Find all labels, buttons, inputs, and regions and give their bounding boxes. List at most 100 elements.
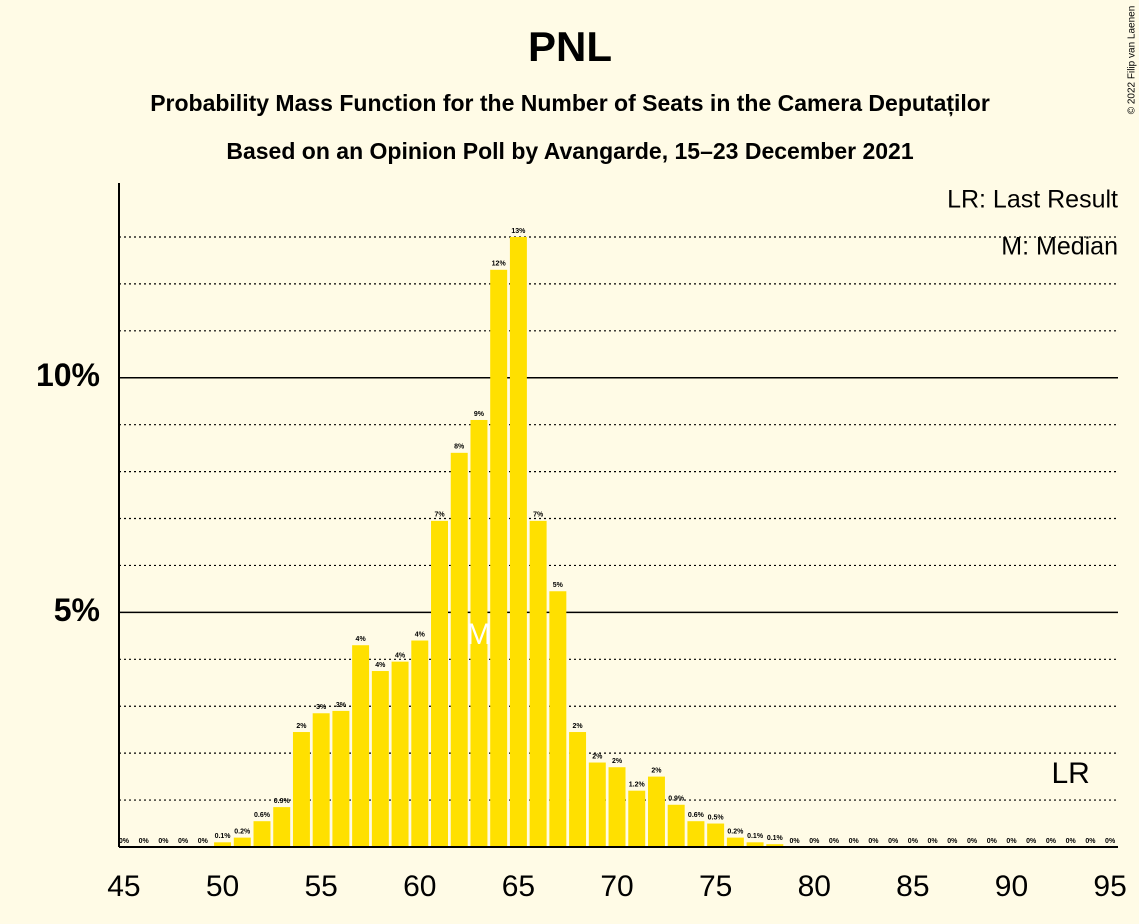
value-label: 0% xyxy=(139,838,150,845)
value-label: 0.6% xyxy=(688,812,705,819)
chart-title: PNL xyxy=(528,23,612,70)
value-label: 4% xyxy=(356,636,367,643)
bar xyxy=(450,452,468,847)
value-label: 0.2% xyxy=(727,828,744,835)
median-marker: M xyxy=(466,618,491,651)
value-label: 2% xyxy=(296,723,307,730)
bar xyxy=(766,844,784,847)
value-label: 0.9% xyxy=(274,798,291,805)
value-label: 0% xyxy=(1085,838,1096,845)
value-label: 0% xyxy=(178,838,189,845)
legend-entry: LR: Last Result xyxy=(947,186,1118,214)
y-tick-label: 5% xyxy=(54,592,100,628)
bar xyxy=(431,520,448,847)
subtitle: Probability Mass Function for the Number… xyxy=(150,90,990,117)
value-label: 0% xyxy=(1105,838,1116,845)
bar xyxy=(371,671,389,847)
value-label: 0% xyxy=(789,838,800,845)
subtitle: Based on an Opinion Poll by Avangarde, 1… xyxy=(226,138,913,164)
y-tick-label: 10% xyxy=(36,357,100,393)
x-tick-label: 90 xyxy=(995,870,1028,903)
value-label: 0% xyxy=(1006,838,1017,845)
value-label: 0.5% xyxy=(708,814,725,821)
value-label: 2% xyxy=(651,767,662,774)
value-label: 7% xyxy=(533,512,544,519)
value-label: 0% xyxy=(849,838,860,845)
bar xyxy=(312,713,330,847)
bar xyxy=(608,767,626,847)
value-label: 0% xyxy=(868,838,879,845)
x-tick-label: 80 xyxy=(798,870,831,903)
value-label: 2% xyxy=(592,753,603,760)
value-label: 0.9% xyxy=(668,796,685,803)
x-tick-label: 65 xyxy=(502,870,535,903)
bar xyxy=(214,842,232,847)
bar xyxy=(332,710,350,847)
last-result-marker: LR xyxy=(1051,757,1089,790)
bar xyxy=(490,269,508,847)
value-label: 0.1% xyxy=(767,835,784,842)
value-label: 0% xyxy=(198,838,209,845)
value-label: 2% xyxy=(573,723,584,730)
x-tick-label: 95 xyxy=(1093,870,1126,903)
bar xyxy=(529,520,547,847)
bar xyxy=(746,842,764,847)
bar xyxy=(647,776,665,847)
bar xyxy=(628,790,646,847)
value-label: 0.1% xyxy=(215,833,232,840)
value-label: 0% xyxy=(987,838,998,845)
bar xyxy=(549,591,567,847)
bar xyxy=(352,645,370,847)
bar xyxy=(411,640,429,847)
bar xyxy=(667,804,685,847)
bar xyxy=(726,837,744,847)
value-label: 0% xyxy=(908,838,919,845)
value-label: 0.2% xyxy=(234,828,251,835)
bar xyxy=(569,732,587,847)
value-label: 8% xyxy=(454,444,465,451)
value-label: 0% xyxy=(967,838,978,845)
value-label: 0% xyxy=(928,838,939,845)
bar xyxy=(253,821,271,847)
bar xyxy=(292,732,310,847)
bar xyxy=(509,236,527,847)
value-label: 0% xyxy=(1066,838,1077,845)
value-label: 0% xyxy=(119,838,130,845)
x-tick-label: 55 xyxy=(304,870,337,903)
value-label: 3% xyxy=(336,702,347,709)
x-tick-label: 60 xyxy=(403,870,436,903)
x-tick-label: 85 xyxy=(896,870,929,903)
value-label: 0% xyxy=(829,838,840,845)
x-tick-label: 70 xyxy=(600,870,633,903)
bar xyxy=(588,762,606,847)
value-label: 4% xyxy=(375,662,386,669)
value-label: 13% xyxy=(511,228,526,235)
bar xyxy=(233,837,251,847)
value-label: 2% xyxy=(612,758,623,765)
value-label: 9% xyxy=(474,411,485,418)
bar xyxy=(470,419,488,847)
value-label: 0.1% xyxy=(747,833,764,840)
bar xyxy=(391,661,409,847)
bar xyxy=(707,823,725,847)
x-tick-label: 75 xyxy=(699,870,732,903)
x-tick-label: 45 xyxy=(107,870,140,903)
value-label: 0% xyxy=(1046,838,1057,845)
value-label: 3% xyxy=(316,704,327,711)
bar xyxy=(687,821,705,847)
x-tick-label: 50 xyxy=(206,870,239,903)
value-label: 5% xyxy=(553,582,564,589)
value-label: 0% xyxy=(1026,838,1037,845)
value-label: 4% xyxy=(395,652,406,659)
value-label: 0% xyxy=(947,838,958,845)
value-label: 0% xyxy=(809,838,820,845)
value-label: 7% xyxy=(434,512,445,519)
value-label: 12% xyxy=(492,261,507,268)
copyright: © 2022 Filip van Laenen xyxy=(1127,6,1138,115)
value-label: 0% xyxy=(888,838,899,845)
bar xyxy=(273,807,291,847)
value-label: 1.2% xyxy=(629,782,646,789)
value-label: 0% xyxy=(158,838,169,845)
